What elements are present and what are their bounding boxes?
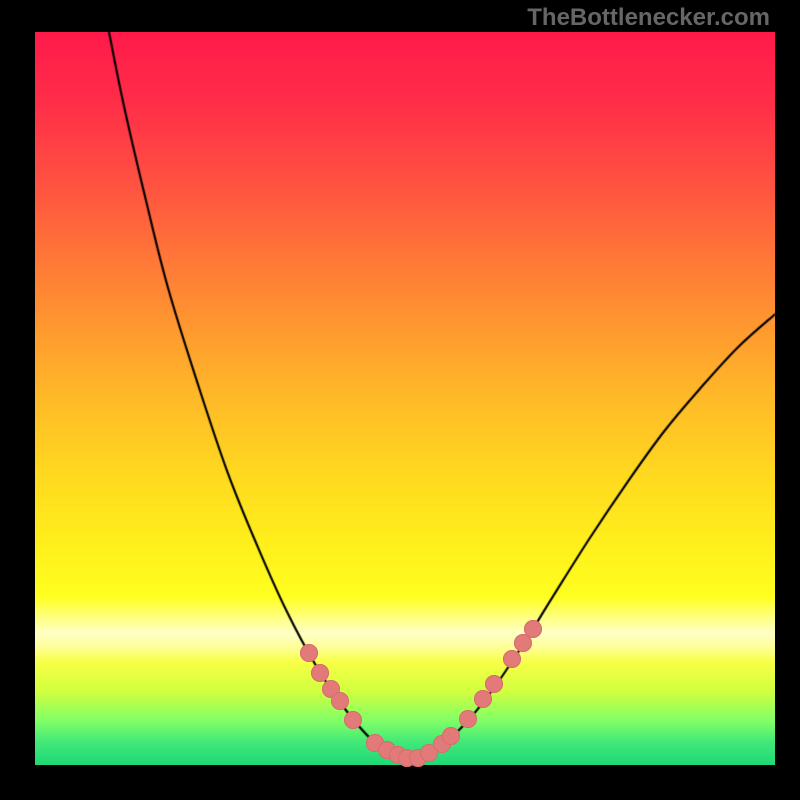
chart-root: TheBottlenecker.com bbox=[0, 0, 800, 800]
watermark-text: TheBottlenecker.com bbox=[527, 4, 770, 32]
bottleneck-curve bbox=[0, 0, 800, 800]
